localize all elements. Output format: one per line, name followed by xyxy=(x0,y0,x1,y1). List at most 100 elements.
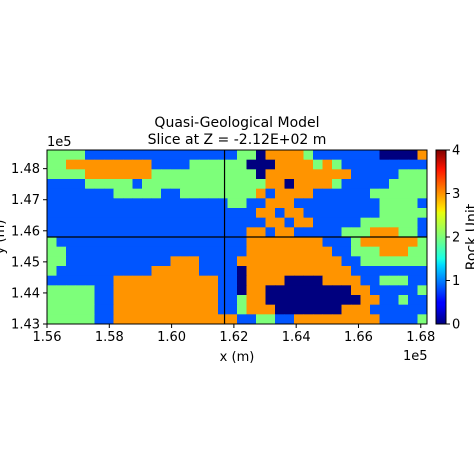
heatmap-cell xyxy=(389,295,399,306)
heatmap-cell xyxy=(246,159,257,170)
heatmap-cell xyxy=(265,256,276,267)
heatmap-cell xyxy=(341,295,352,306)
heatmap-cell xyxy=(56,246,67,257)
heatmap-cell xyxy=(275,295,285,306)
heatmap-cell xyxy=(104,159,114,170)
heatmap-cell xyxy=(66,304,76,315)
heatmap-cell xyxy=(123,227,133,238)
heatmap-cell xyxy=(189,237,200,248)
heatmap-cell xyxy=(417,275,428,286)
heatmap-cell xyxy=(389,266,399,277)
heatmap-cell xyxy=(227,246,238,257)
heatmap-cell xyxy=(47,314,57,325)
heatmap-cell xyxy=(113,150,124,161)
heatmap-cell xyxy=(246,256,257,267)
heatmap-cell xyxy=(256,188,266,199)
heatmap-cell xyxy=(256,169,266,180)
heatmap-cell xyxy=(389,217,399,228)
heatmap-cell xyxy=(56,169,67,180)
heatmap-cell xyxy=(313,275,323,286)
heatmap-cell xyxy=(56,208,67,219)
heatmap-cell xyxy=(161,188,171,199)
heatmap-cell xyxy=(47,188,57,199)
heatmap-cell xyxy=(132,304,143,315)
heatmap-cell xyxy=(408,227,418,238)
heatmap-cell xyxy=(208,256,219,267)
heatmap-cell xyxy=(227,266,238,277)
heatmap-cell xyxy=(85,198,95,209)
heatmap-cell xyxy=(341,198,352,209)
y-tick-label: 1.45 xyxy=(11,255,40,270)
colorbar-tick-label: 2 xyxy=(452,231,460,246)
heatmap-cell xyxy=(199,246,209,257)
heatmap-cell xyxy=(408,237,418,248)
heatmap-cell xyxy=(370,266,380,277)
heatmap-cell xyxy=(246,266,257,277)
heatmap-cell xyxy=(265,217,276,228)
heatmap-cell xyxy=(227,208,238,219)
heatmap-cell xyxy=(180,198,190,209)
heatmap-cell xyxy=(275,237,285,248)
heatmap-cell xyxy=(123,256,133,267)
heatmap-cell xyxy=(417,169,428,180)
heatmap-cell xyxy=(208,285,219,296)
heatmap-cell xyxy=(332,304,342,315)
heatmap-cell xyxy=(161,256,171,267)
heatmap-cell xyxy=(94,275,105,286)
heatmap-cell xyxy=(227,227,238,238)
heatmap-cell xyxy=(294,179,304,190)
heatmap-cell xyxy=(351,237,361,248)
heatmap-cell xyxy=(123,198,133,209)
y-tick-label: 1.47 xyxy=(11,193,40,208)
heatmap-cell xyxy=(142,179,152,190)
heatmap-cell xyxy=(113,169,124,180)
chart-subtitle: Slice at Z = -2.12E+02 m xyxy=(148,132,327,148)
heatmap-cell xyxy=(85,266,95,277)
heatmap-cell xyxy=(218,159,228,170)
heatmap-cell xyxy=(341,246,352,257)
heatmap-cell xyxy=(294,208,304,219)
heatmap-cell xyxy=(113,208,124,219)
heatmap-cell xyxy=(408,159,418,170)
heatmap-cell xyxy=(75,227,86,238)
heatmap-cell xyxy=(47,246,57,257)
heatmap-cell xyxy=(275,179,285,190)
heatmap-cell xyxy=(351,188,361,199)
heatmap-cell xyxy=(104,256,114,267)
heatmap-cell xyxy=(303,275,314,286)
heatmap-cell xyxy=(313,285,323,296)
heatmap-cell xyxy=(123,159,133,170)
heatmap-cell xyxy=(370,285,380,296)
heatmap-cell xyxy=(322,314,333,325)
heatmap-cell xyxy=(132,266,143,277)
heatmap-cell xyxy=(389,150,399,161)
heatmap-cell xyxy=(379,304,390,315)
heatmap-cell xyxy=(275,188,285,199)
heatmap-cell xyxy=(417,188,428,199)
heatmap-cell xyxy=(94,227,105,238)
heatmap-cell xyxy=(379,188,390,199)
heatmap-cell xyxy=(294,159,304,170)
heatmap-cell xyxy=(151,285,162,296)
heatmap-cell xyxy=(322,159,333,170)
heatmap-cell xyxy=(94,304,105,315)
y-axis-label: y (m) xyxy=(0,220,8,255)
heatmap-cell xyxy=(227,314,238,325)
heatmap-cell xyxy=(189,208,200,219)
heatmap-cell xyxy=(370,314,380,325)
heatmap-cell xyxy=(313,246,323,257)
heatmap-cell xyxy=(170,314,181,325)
heatmap-cell xyxy=(113,179,124,190)
heatmap-cell xyxy=(417,237,428,248)
heatmap-cell xyxy=(75,304,86,315)
heatmap-cell xyxy=(104,198,114,209)
heatmap-cell xyxy=(408,150,418,161)
heatmap-cell xyxy=(379,198,390,209)
heatmap-cell xyxy=(341,217,352,228)
heatmap-cell xyxy=(313,159,323,170)
heatmap-cell xyxy=(161,217,171,228)
heatmap-cell xyxy=(341,150,352,161)
heatmap-cell xyxy=(246,314,257,325)
heatmap-cell xyxy=(265,266,276,277)
heatmap-cell xyxy=(341,227,352,238)
